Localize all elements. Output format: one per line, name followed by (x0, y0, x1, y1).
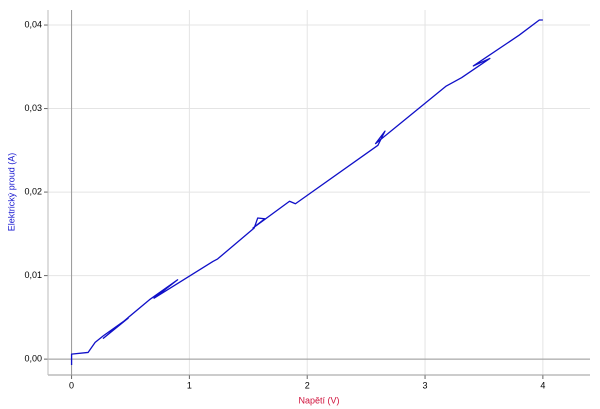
y-tick-label: 0,00 (24, 354, 42, 364)
y-tick-label: 0,04 (24, 19, 42, 29)
y-tick-label: 0,02 (24, 186, 42, 196)
y-axis-label: Elektrický proud (A) (6, 153, 16, 232)
x-tick-label: 4 (540, 380, 545, 390)
x-tick-label: 1 (187, 380, 192, 390)
x-axis-label: Napětí (V) (298, 395, 339, 405)
y-tick-label: 0,03 (24, 103, 42, 113)
x-tick-label: 0 (69, 380, 74, 390)
x-tick-label: 2 (305, 380, 310, 390)
x-tick-label: 3 (423, 380, 428, 390)
y-tick-label: 0,01 (24, 270, 42, 280)
data-line (70, 19, 543, 365)
